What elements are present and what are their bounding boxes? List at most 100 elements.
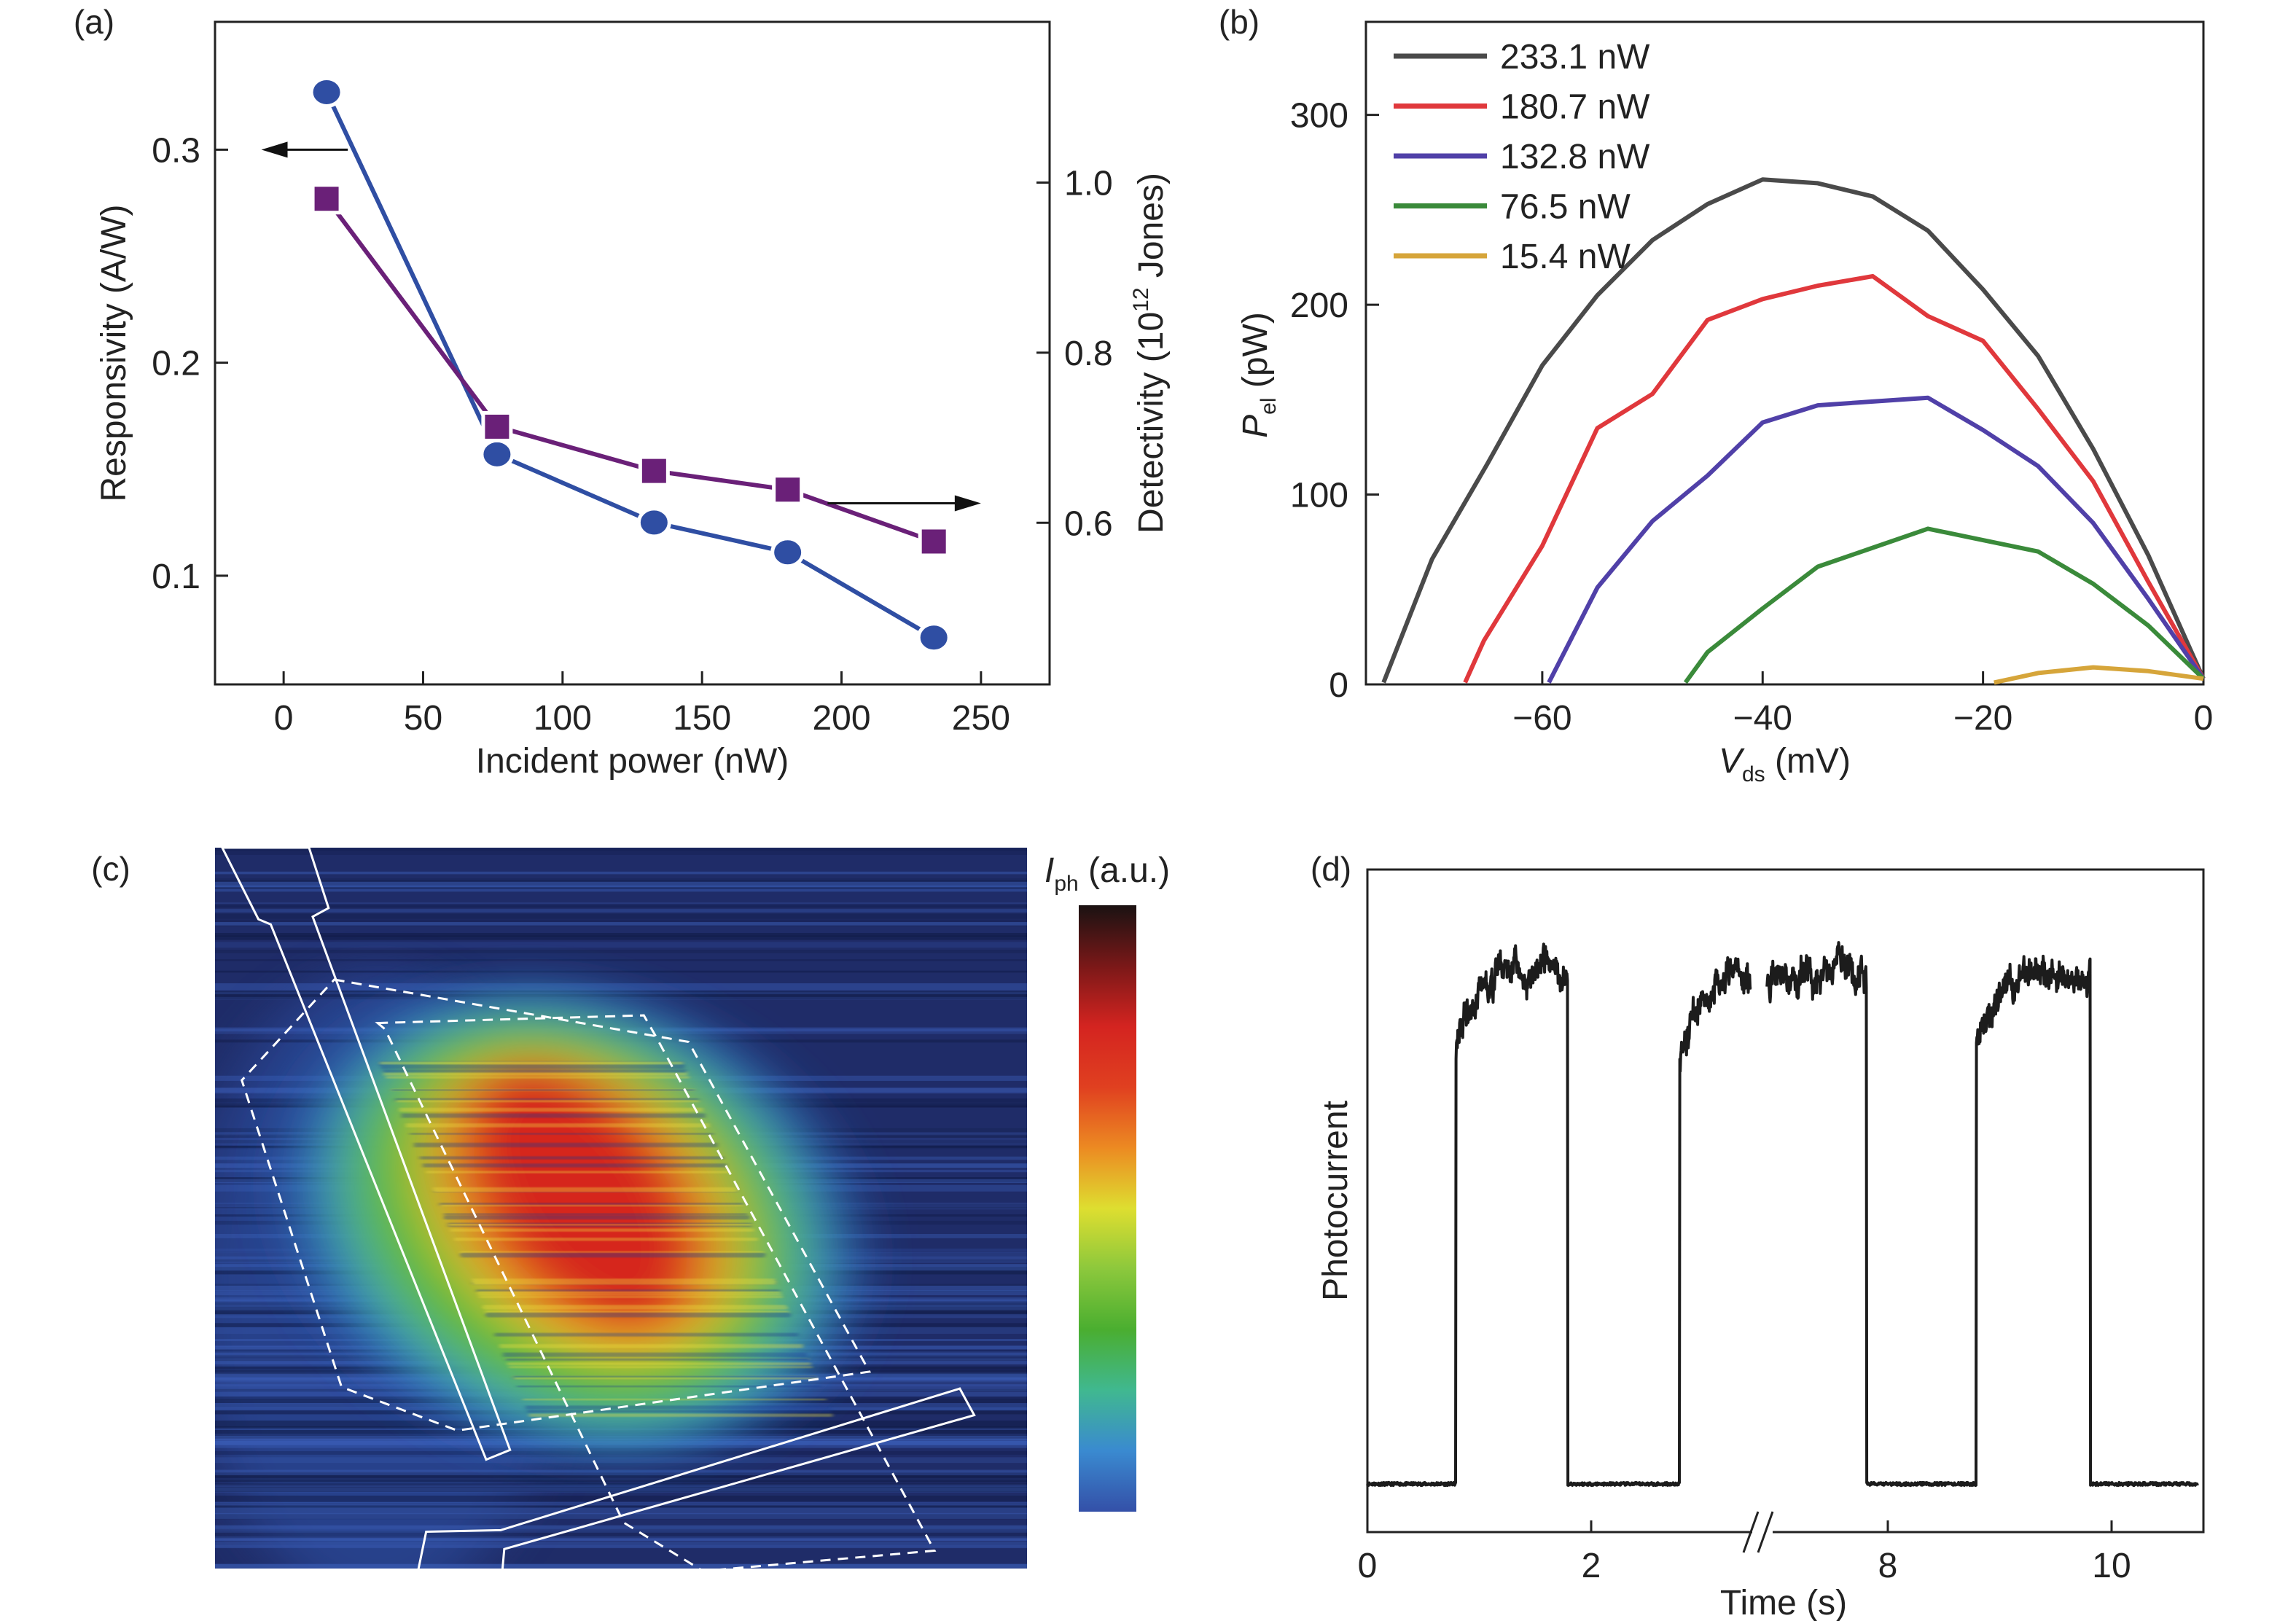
scan-streak <box>426 1171 730 1173</box>
data-point-detectivity <box>918 526 950 558</box>
scan-streak <box>215 970 1027 973</box>
scan-streak <box>505 1358 810 1361</box>
y-axis-label-left-a: Responsivity (A/W) <box>95 204 133 501</box>
colorbar-label-tail: (a.u.) <box>1079 851 1170 890</box>
scan-streak <box>383 1071 687 1076</box>
x-axis-label-b-main: V <box>1719 742 1745 781</box>
scan-streak <box>395 1098 699 1102</box>
scan-streak <box>483 1305 786 1308</box>
scan-streak <box>432 1187 737 1191</box>
x-tick-label-a: 100 <box>534 699 592 738</box>
x-tick-label-d: 8 <box>1878 1547 1898 1585</box>
data-point-responsivity <box>916 622 951 654</box>
colorbar-label: Iph (a.u.) <box>1044 851 1170 896</box>
scan-streak <box>215 1564 1027 1569</box>
scan-streak <box>215 1536 1027 1542</box>
y-tick-label-b: 0 <box>1329 666 1348 705</box>
y-tick-label-left-a: 0.1 <box>152 558 200 596</box>
scan-streak <box>215 887 1027 889</box>
scan-streak <box>215 903 1027 908</box>
data-point-detectivity <box>311 183 343 215</box>
scan-streak <box>419 1156 724 1160</box>
y-tick-label-b: 100 <box>1290 477 1348 515</box>
scan-streak <box>215 913 1027 919</box>
panel-label-a: (a) <box>74 3 114 41</box>
y-tick-label-b: 300 <box>1290 97 1348 136</box>
x-axis-label-b-script: ds <box>1742 762 1765 786</box>
scan-streak <box>215 1484 1027 1491</box>
electrode-outline-1 <box>222 848 510 1460</box>
electrode-outline-2 <box>418 1388 975 1574</box>
scan-streak <box>413 1142 718 1147</box>
y-axis-label-right-a-main: Detectivity (10 <box>1132 312 1171 534</box>
y-axis-label-b: Pel (pW) <box>1236 312 1281 438</box>
scan-streak <box>396 1100 700 1103</box>
legend-label: 76.5 nW <box>1500 188 1631 227</box>
scan-streak <box>215 885 1027 892</box>
scan-streak <box>461 1253 765 1258</box>
scan-streak <box>215 871 1027 875</box>
scan-streak <box>485 1311 789 1315</box>
arrow-right-indicator-head <box>954 495 981 512</box>
photocurrent-trace-1 <box>1765 941 2199 1488</box>
x-tick-label-b: −40 <box>1733 699 1792 738</box>
scan-streak <box>215 1501 1027 1506</box>
scan-streak <box>215 1563 1027 1567</box>
series-line-b-1 <box>1463 274 2206 684</box>
chart-d: 0 2 8 10 Time (s) Photocurrent <box>1316 868 2205 1621</box>
scan-streak <box>379 1061 684 1065</box>
scan-streak <box>215 959 1027 961</box>
legend-label: 233.1 nW <box>1500 38 1650 77</box>
x-axis-label-b: Vds (mV) <box>1719 742 1851 786</box>
x-tick-label-a: 250 <box>952 699 1010 738</box>
scan-streak <box>215 935 1027 938</box>
scan-streak <box>215 1471 1027 1478</box>
scan-streak <box>215 1470 1027 1473</box>
scan-streak <box>494 1332 799 1337</box>
scan-streak <box>450 1228 754 1232</box>
scan-streak <box>215 1457 1027 1464</box>
data-point-responsivity <box>309 76 344 108</box>
y-tick-label-left-a: 0.2 <box>152 345 200 383</box>
scan-streak <box>499 1344 803 1348</box>
scan-streak <box>215 1502 1027 1505</box>
data-point-responsivity <box>480 438 515 470</box>
scan-streak <box>472 1278 776 1283</box>
scan-streak <box>215 990 1027 994</box>
y-axis-label-b-tail: (pW) <box>1236 312 1275 397</box>
y-tick-label-left-a: 0.3 <box>152 131 200 170</box>
series-line-a-0 <box>324 91 935 640</box>
axis-break-gap <box>1752 1528 1773 1536</box>
scan-streak <box>508 1366 813 1369</box>
scan-streak <box>477 1291 781 1294</box>
legend-label: 132.8 nW <box>1500 138 1650 176</box>
x-tick-label-a: 0 <box>274 699 294 738</box>
series-line-b-2 <box>1547 395 2206 684</box>
series-line-b-4 <box>1994 665 2204 685</box>
y-axis-label-right-a-tail: Jones) <box>1132 173 1171 287</box>
scan-streak <box>517 1385 821 1388</box>
photocurrent-map <box>215 848 1027 1574</box>
scan-streak <box>440 1204 744 1207</box>
y-axis-label-right-a: Detectivity (1012 Jones) <box>1129 173 1171 534</box>
hotspot-streaks <box>379 1061 833 1417</box>
scan-streak <box>215 1487 1027 1493</box>
scan-streak <box>380 1064 685 1069</box>
scan-streak <box>422 1163 727 1168</box>
y-axis-label-right-a-script: 12 <box>1129 287 1153 311</box>
scan-streak <box>215 1483 1027 1488</box>
scan-streak <box>477 1294 782 1296</box>
scan-streak <box>215 902 1027 905</box>
scan-streak <box>525 1405 829 1410</box>
scan-streak <box>215 922 1027 926</box>
scan-streak <box>215 1536 1027 1538</box>
scan-streak <box>215 1474 1027 1481</box>
scan-streak <box>215 848 1027 851</box>
panel-label-d: (d) <box>1311 850 1351 888</box>
scan-streak <box>215 938 1027 940</box>
scan-streak <box>386 1076 690 1079</box>
x-tick-label-a: 50 <box>404 699 442 738</box>
plot-frame-b <box>1364 20 2205 686</box>
x-tick-label-b: 0 <box>2194 699 2214 738</box>
